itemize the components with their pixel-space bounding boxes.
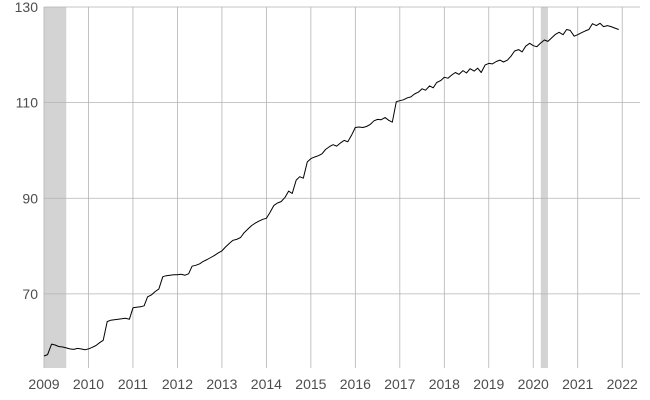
x-tick-label-2019: 2019: [473, 376, 504, 392]
x-tick-label-2013: 2013: [206, 376, 237, 392]
x-tick-label-2009: 2009: [28, 376, 59, 392]
x-tick-label-2010: 2010: [73, 376, 104, 392]
x-tick-label-2014: 2014: [251, 376, 282, 392]
y-tick-label-110: 110: [16, 95, 39, 111]
y-axis-labels: 70 90 110 130: [15, 0, 39, 302]
x-tick-label-2022: 2022: [607, 376, 638, 392]
shaded-period-1: [540, 7, 548, 368]
x-axis-labels: 2009 2010 2011 2012 2013 2014 2015 2016 2017 2018…: [28, 376, 638, 392]
y-tick-label-130: 130: [15, 0, 39, 15]
x-tick-label-2020: 2020: [518, 376, 549, 392]
x-tick-label-2011: 2011: [118, 376, 148, 392]
x-tick-label-2016: 2016: [340, 376, 371, 392]
x-tick-label-2018: 2018: [429, 376, 460, 392]
shaded-period-0: [44, 7, 67, 368]
grid-lines: [43, 6, 640, 368]
y-tick-label-70: 70: [22, 286, 38, 302]
y-tick-label-90: 90: [22, 190, 38, 206]
x-tick-label-2015: 2015: [295, 376, 326, 392]
recession-shading: [44, 7, 548, 368]
x-tick-label-2021: 2021: [562, 376, 593, 392]
series-line: [43, 22, 619, 357]
x-tick-label-2017: 2017: [384, 376, 415, 392]
x-tick-label-2012: 2012: [162, 376, 193, 392]
